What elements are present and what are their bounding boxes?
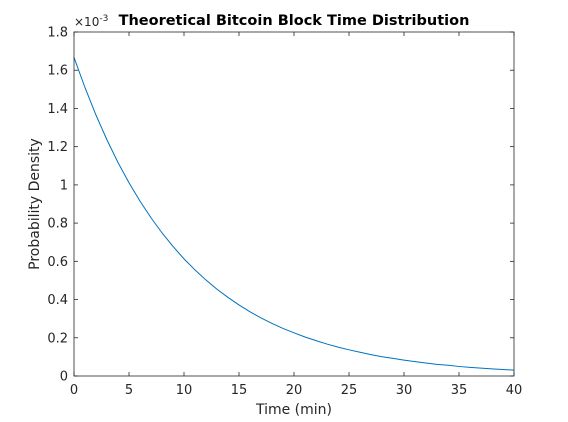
- plot-area: [74, 32, 514, 376]
- x-tick-label: 15: [231, 383, 248, 398]
- x-axis-label: Time (min): [255, 402, 332, 418]
- axes-background: [74, 32, 514, 376]
- y-tick-label: 1.2: [47, 140, 68, 155]
- y-tick-label: 1.4: [47, 102, 68, 117]
- axes-box: [73, 31, 515, 377]
- y-tick-label: 0.2: [47, 331, 68, 346]
- y-exponent-base: ×10: [74, 15, 99, 29]
- series-line: [73, 57, 515, 371]
- y-tick-label: 0.6: [47, 255, 68, 270]
- series-layer: [73, 57, 515, 371]
- y-axis-label: Probability Density: [27, 138, 43, 270]
- y-tick-label: 1.6: [47, 64, 68, 79]
- y-tick-label: 1: [60, 178, 68, 193]
- y-tick-label: 0.8: [47, 217, 68, 232]
- y-tick-label: 0: [60, 370, 68, 385]
- x-tick-label: 30: [396, 383, 413, 398]
- x-tick-label: 20: [286, 383, 303, 398]
- chart-title: Theoretical Bitcoin Block Time Distribut…: [119, 13, 470, 29]
- x-tick-label: 35: [451, 383, 468, 398]
- x-tick-label: 10: [176, 383, 193, 398]
- x-tick-label: 5: [125, 383, 133, 398]
- x-tick-label: 0: [70, 383, 78, 398]
- y-exponent-label: ×10-3: [74, 14, 108, 29]
- y-tick-label: 0.4: [47, 293, 68, 308]
- y-exponent-power: -3: [99, 14, 108, 24]
- x-tick-label: 25: [341, 383, 358, 398]
- ticks-layer: 0 5 10 15 20 25 30 35 40 0 0.2 0.4 0.6 0.8 1 1.2 1.4 1.6 1…: [47, 26, 522, 399]
- x-tick-label: 40: [506, 383, 523, 398]
- y-tick-label: 1.8: [47, 26, 68, 41]
